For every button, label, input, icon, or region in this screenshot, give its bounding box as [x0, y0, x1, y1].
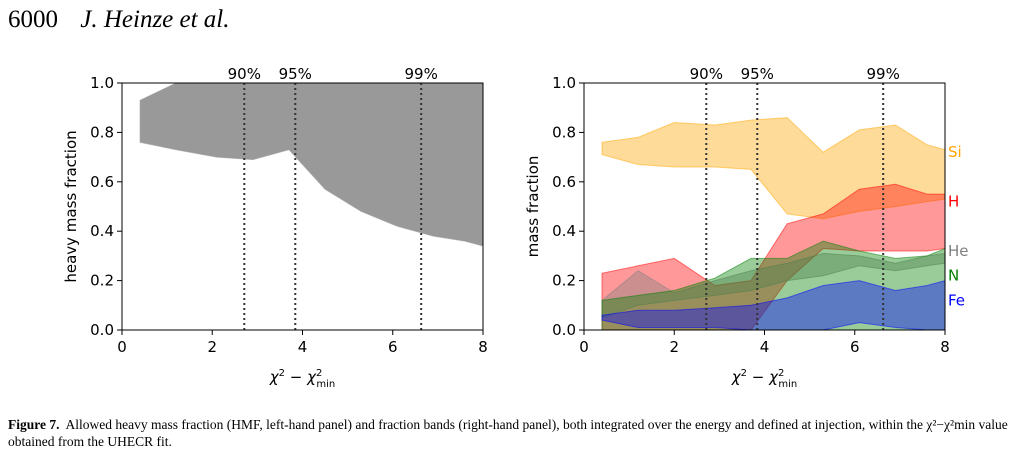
x-axis-label-1: χ2 − χ2 min: [731, 368, 798, 390]
y-tick-label: 0.2: [552, 272, 576, 290]
x-tick-label: 6: [388, 338, 398, 356]
cl-label-90: 90%: [228, 65, 261, 83]
x-tick-label: 2: [207, 338, 217, 356]
x-axis-label-0: χ2 − χ2 min: [269, 368, 336, 390]
cl-label-99: 99%: [405, 65, 438, 83]
y-tick-label: 0.6: [552, 173, 576, 191]
x-tick-label: 8: [940, 338, 950, 356]
band-fe: [601, 280, 945, 330]
left-panel: 90% 95% 99% 0 2 4 6 8 0.0 0.2 0.4 0.6 0.8 1.0 χ2 − χ2 m…: [62, 65, 488, 390]
caption-label: Figure 7.: [8, 417, 60, 432]
band-he: [601, 252, 945, 319]
series-label-h: H: [948, 193, 959, 211]
y-tick-label: 0.8: [552, 123, 576, 141]
series-label-fe: Fe: [948, 291, 965, 309]
y-axis-label-1: mass fraction: [524, 156, 542, 258]
y-tick-label: 0.4: [90, 222, 114, 240]
x-tick-label: 4: [760, 338, 770, 356]
page-number: 6000: [8, 6, 58, 33]
x-tick-label: 4: [298, 338, 308, 356]
y-tick-label: 0.0: [90, 321, 114, 339]
series-label-he: He: [948, 242, 969, 260]
right-panel: 90% 95% 99% 0 2 4 6 8 0.0 0.2 0.4 0.6 0.8 1.0 χ2 − χ2 m…: [524, 65, 969, 390]
x-tick-label: 6: [850, 338, 860, 356]
running-authors: J. Heinze et al.: [80, 6, 230, 33]
y-tick-label: 1.0: [552, 74, 576, 92]
y-tick-label: 0.2: [90, 272, 114, 290]
band-n: [601, 240, 945, 330]
x-tick-label: 0: [117, 338, 127, 356]
cl-label-99: 99%: [867, 65, 900, 83]
y-tick-label: 0.4: [552, 222, 576, 240]
cl-label-90: 90%: [690, 65, 723, 83]
figure-canvas: 90% 95% 99% 0 2 4 6 8 0.0 0.2 0.4 0.6 0.8 1.0 χ2 − χ2 m…: [62, 65, 969, 390]
series-label-n: N: [948, 267, 959, 285]
series-label-si: Si: [948, 143, 962, 161]
band-si: [601, 117, 945, 220]
x-tick-label: 8: [478, 338, 488, 356]
y-tick-label: 0.8: [90, 123, 114, 141]
y-tick-label: 1.0: [90, 74, 114, 92]
figure-caption: Figure 7. Allowed heavy mass fraction (HM…: [8, 416, 1023, 450]
y-tick-label: 0.6: [90, 173, 114, 191]
band-h: [601, 183, 945, 330]
y-axis-label-0: heavy mass fraction: [62, 130, 80, 282]
x-tick-label: 2: [669, 338, 679, 356]
band-hmf: [139, 83, 483, 247]
page-header: 6000 J. Heinze et al.: [8, 6, 230, 34]
y-tick-label: 0.0: [552, 321, 576, 339]
cl-label-95: 95%: [279, 65, 312, 83]
x-tick-label: 0: [579, 338, 589, 356]
caption-text: Allowed heavy mass fraction (HMF, left-h…: [8, 417, 1008, 449]
cl-label-95: 95%: [741, 65, 774, 83]
